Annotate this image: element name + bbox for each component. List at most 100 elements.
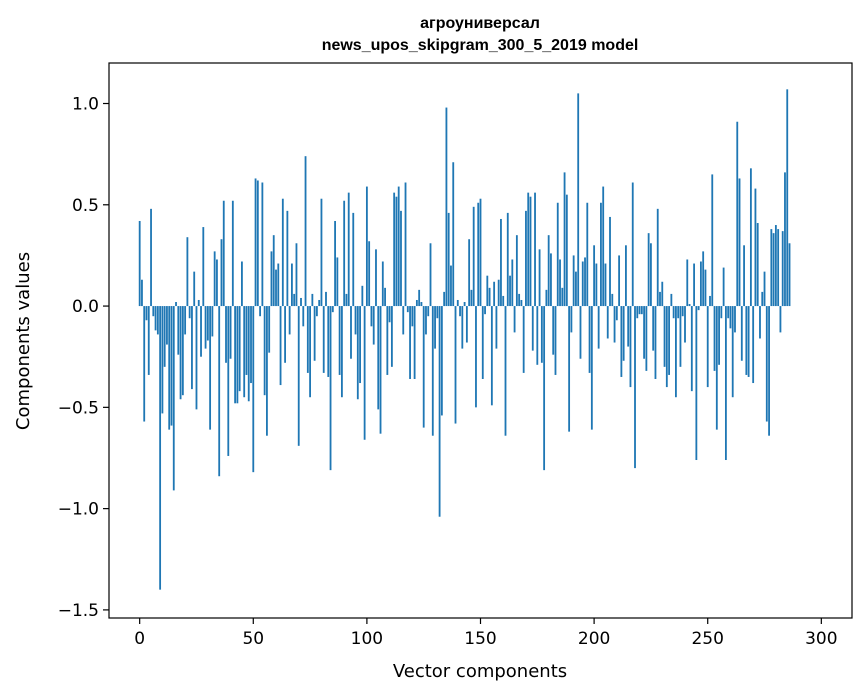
bar-25 xyxy=(195,306,198,410)
bar-3 xyxy=(145,306,148,321)
bar-225 xyxy=(650,243,652,307)
bar-190 xyxy=(570,306,573,333)
bar-273 xyxy=(759,306,761,339)
bar-280 xyxy=(774,225,777,307)
bar-74 xyxy=(306,306,309,373)
bar-60 xyxy=(275,269,277,307)
bar-46 xyxy=(243,306,246,398)
bar-193 xyxy=(577,93,580,307)
bar-14 xyxy=(170,306,173,426)
y-tick-label: −1.0 xyxy=(58,500,99,520)
bar-233 xyxy=(668,306,670,375)
bar-121 xyxy=(413,306,416,379)
bar-144 xyxy=(465,306,468,343)
x-tick-label: 200 xyxy=(578,629,610,649)
bar-141 xyxy=(459,306,461,317)
bar-48 xyxy=(247,306,250,402)
bar-61 xyxy=(277,263,280,307)
bar-111 xyxy=(390,306,393,367)
bar-41 xyxy=(231,200,234,307)
y-tick-label: −0.5 xyxy=(58,398,99,418)
bar-112 xyxy=(393,192,396,307)
bar-36 xyxy=(220,239,223,307)
bar-199 xyxy=(590,306,593,430)
bar-213 xyxy=(622,306,625,361)
bar-178 xyxy=(543,306,546,471)
bar-69 xyxy=(295,243,298,307)
bar-113 xyxy=(395,196,398,307)
bar-37 xyxy=(222,200,225,307)
bar-13 xyxy=(168,306,171,430)
bar-187 xyxy=(563,172,566,307)
bar-250 xyxy=(706,306,709,388)
bar-107 xyxy=(381,261,384,307)
bar-81 xyxy=(322,306,325,373)
bar-63 xyxy=(281,198,284,307)
bar-224 xyxy=(647,233,650,307)
bar-76 xyxy=(311,293,314,307)
bar-93 xyxy=(350,306,352,359)
bar-256 xyxy=(720,306,723,319)
bar-157 xyxy=(495,306,498,349)
bar-230 xyxy=(661,281,664,307)
bar-180 xyxy=(547,235,550,307)
bar-30 xyxy=(206,306,209,341)
x-tick-label: 50 xyxy=(242,629,264,649)
bar-237 xyxy=(677,306,680,319)
bar-8 xyxy=(156,306,159,335)
bar-169 xyxy=(522,306,525,373)
x-axis-ticks: 0 50 100 150 200 250 300 xyxy=(134,618,838,649)
bar-278 xyxy=(770,229,773,307)
bar-73 xyxy=(304,156,307,307)
bar-80 xyxy=(320,198,323,307)
bar-149 xyxy=(477,202,480,307)
bar-166 xyxy=(515,235,518,307)
bar-283 xyxy=(781,231,784,307)
bar-182 xyxy=(552,306,555,355)
bar-103 xyxy=(372,306,375,345)
bar-168 xyxy=(520,299,523,307)
bar-162 xyxy=(506,212,509,307)
bar-89 xyxy=(340,306,343,398)
bar-259 xyxy=(727,306,730,319)
bar-274 xyxy=(761,291,764,307)
bar-220 xyxy=(638,306,641,315)
bar-208 xyxy=(611,293,614,307)
bar-260 xyxy=(729,306,732,329)
bar-264 xyxy=(738,178,741,307)
bar-155 xyxy=(490,306,493,406)
bar-238 xyxy=(679,306,682,367)
bar-24 xyxy=(193,271,196,307)
bar-143 xyxy=(463,302,466,307)
bar-160 xyxy=(502,295,505,307)
bar-265 xyxy=(740,306,743,361)
bar-240 xyxy=(684,306,686,343)
bar-6 xyxy=(152,306,155,317)
bar-98 xyxy=(361,285,364,307)
y-tick-label: 0.5 xyxy=(72,196,99,216)
bar-234 xyxy=(670,293,673,307)
bar-95 xyxy=(354,306,357,335)
bar-202 xyxy=(597,306,600,349)
bar-120 xyxy=(411,306,414,327)
bar-179 xyxy=(545,289,548,307)
bar-268 xyxy=(747,306,750,377)
bar-194 xyxy=(579,306,582,359)
plot-frame xyxy=(108,62,853,619)
bar-79 xyxy=(318,299,321,307)
bar-173 xyxy=(531,306,534,351)
bar-147 xyxy=(472,206,475,307)
bar-148 xyxy=(475,306,477,408)
bar-267 xyxy=(745,306,748,375)
bar-34 xyxy=(216,259,218,307)
bar-183 xyxy=(554,306,557,375)
bar-4 xyxy=(147,306,150,375)
y-axis-ticks: −1.5 −1.0 −0.5 0.0 0.5 1.0 xyxy=(58,95,109,621)
bar-108 xyxy=(384,287,386,307)
bar-191 xyxy=(572,255,575,307)
bar-219 xyxy=(636,306,639,319)
bar-154 xyxy=(488,287,491,307)
bar-176 xyxy=(538,249,541,307)
bars-group xyxy=(138,89,791,590)
bar-229 xyxy=(659,291,661,307)
